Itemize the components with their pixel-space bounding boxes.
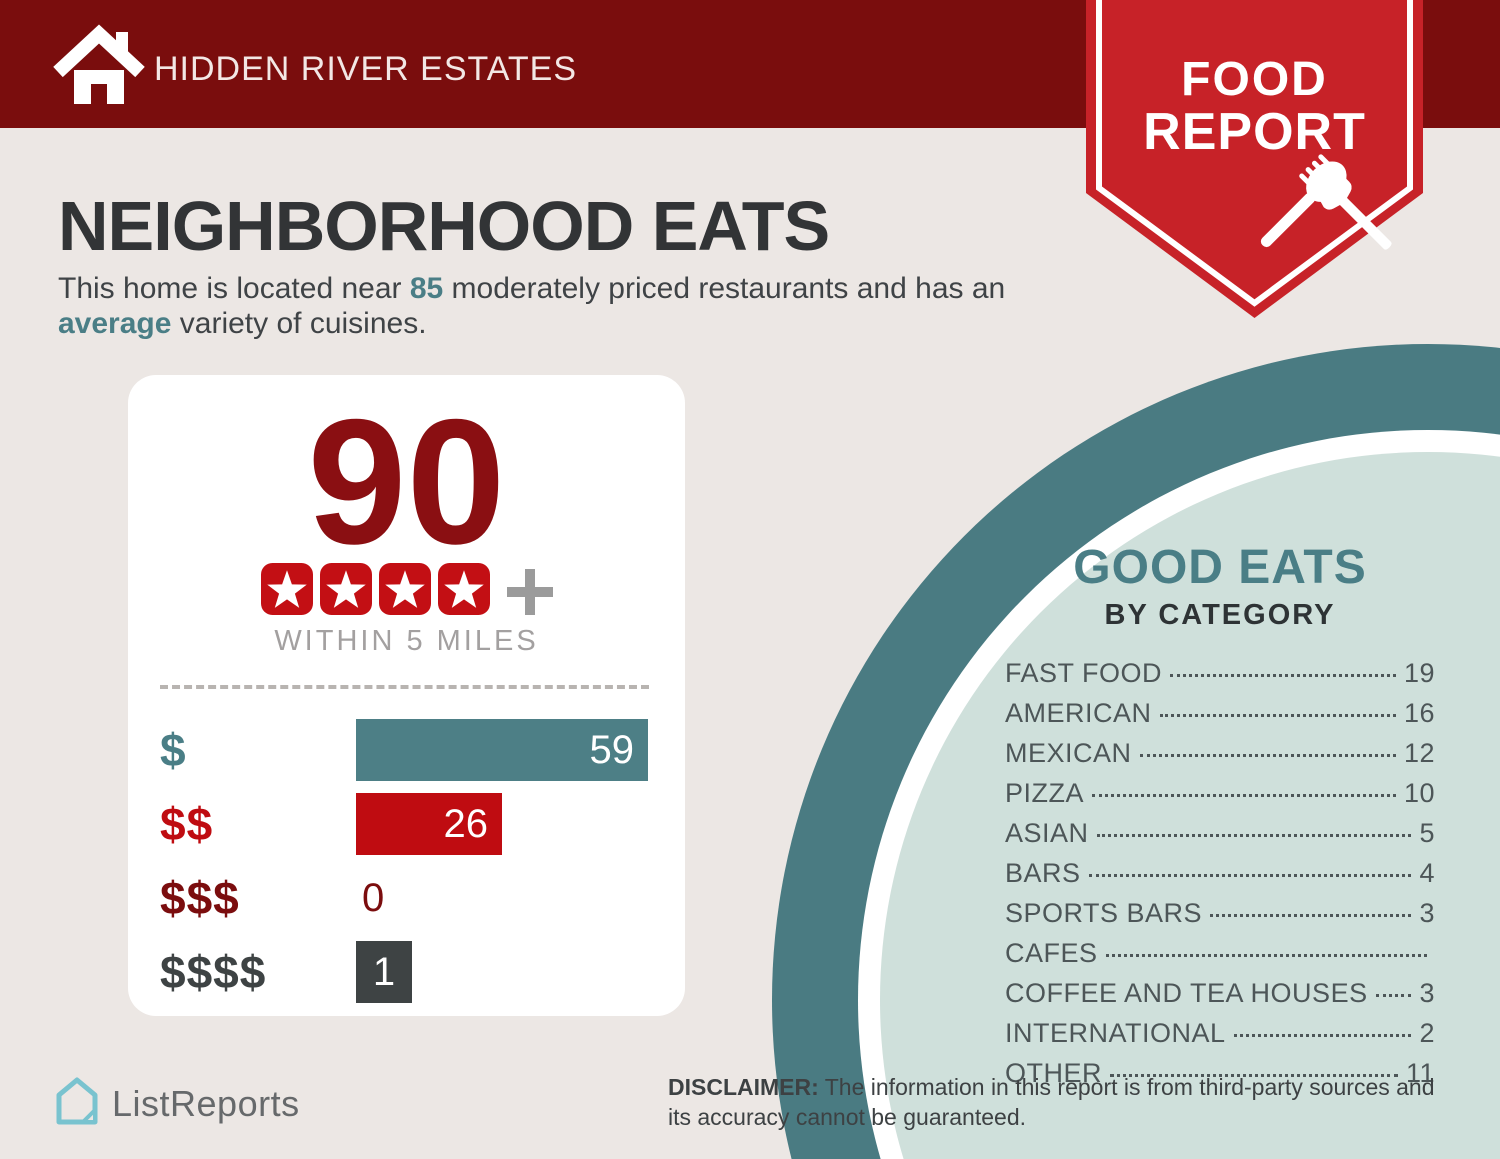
dot-leader — [1170, 674, 1396, 677]
category-label: AMERICAN — [1005, 698, 1152, 728]
category-value: 3 — [1419, 898, 1435, 928]
price-bar-zero: 0 — [356, 867, 384, 929]
variety-highlight: average — [58, 306, 172, 340]
category-list: FAST FOOD 19 AMERICAN 16 MEXICAN 12 PIZZA 10… — [1005, 658, 1435, 1098]
category-row: PIZZA 10 — [1005, 778, 1435, 818]
category-value: 16 — [1403, 698, 1435, 728]
summary-part3: variety of cuisines. — [171, 306, 427, 340]
category-label: CAFES — [1005, 938, 1098, 968]
category-label: FAST FOOD — [1005, 658, 1163, 688]
category-value: 19 — [1403, 658, 1435, 688]
price-tier-label: $ — [160, 724, 187, 776]
category-row: SPORTS BARS 3 — [1005, 898, 1435, 938]
category-value: 11 — [1405, 1058, 1435, 1088]
price-bar: 1 — [356, 941, 412, 1003]
bar-value: 1 — [372, 949, 396, 994]
bar-value: 0 — [362, 875, 385, 920]
price-row-1: $ 59 — [160, 719, 653, 781]
category-value: 4 — [1419, 858, 1435, 888]
good-eats-panel: GOOD EATS BY CATEGORY FAST FOOD 19 AMERIC… — [1005, 540, 1435, 1098]
star-icon — [437, 563, 490, 620]
star-icon — [260, 563, 313, 620]
category-row: OTHER 11 — [1005, 1058, 1435, 1098]
summary-text: This home is located near 85 moderately … — [58, 272, 1058, 341]
price-tier-label: $$$$ — [160, 946, 267, 998]
dot-leader — [1210, 914, 1412, 917]
category-label: ASIAN — [1005, 818, 1089, 848]
radius-label: WITHIN 5 MILES — [274, 625, 539, 657]
good-eats-title: GOOD EATS — [1073, 541, 1367, 594]
price-row-3: $$$ 0 — [160, 867, 653, 929]
score-card: 90 WITHIN 5 MILES $ 59 $$ 26 $$$ 0 — [128, 375, 685, 1016]
category-row: COFFEE AND TEA HOUSES 3 — [1005, 978, 1435, 1018]
star-rating — [128, 563, 685, 620]
price-row-2: $$ 26 — [160, 793, 653, 855]
plus-icon — [506, 568, 553, 615]
food-report-badge: FOOD REPORT — [1086, 0, 1423, 318]
category-label: COFFEE AND TEA HOUSES — [1005, 978, 1368, 1008]
property-name: HIDDEN RIVER ESTATES — [154, 50, 578, 88]
price-tier-label: $$$ — [160, 872, 240, 924]
price-row-4: $$$$ 1 — [160, 941, 653, 1003]
price-tier-bar-chart: $ 59 $$ 26 $$$ 0 $$$$ 1 — [160, 719, 653, 1015]
bar-value: 59 — [589, 727, 635, 772]
category-label: PIZZA — [1005, 778, 1085, 808]
dot-leader — [1088, 874, 1412, 877]
category-value: 3 — [1419, 978, 1435, 1008]
good-eats-subtitle: BY CATEGORY — [1104, 599, 1336, 631]
score-value: 90 — [307, 382, 506, 581]
dot-leader — [1105, 954, 1427, 957]
dot-leader — [1139, 754, 1396, 757]
bar-value: 26 — [443, 801, 489, 846]
disclaimer-body: The information in this report is from t… — [668, 1074, 1435, 1131]
house-icon — [50, 24, 148, 113]
dashed-divider — [160, 685, 649, 689]
category-row: CAFES — [1005, 938, 1435, 978]
category-row: AMERICAN 16 — [1005, 698, 1435, 738]
listreports-wordmark: ListReports — [112, 1082, 300, 1124]
disclaimer-text: DISCLAIMER: The information in this repo… — [668, 1072, 1443, 1133]
category-row: BARS 4 — [1005, 858, 1435, 898]
badge-title-line2: REPORT — [1143, 103, 1366, 161]
category-row: ASIAN 5 — [1005, 818, 1435, 858]
badge-title-line1: FOOD — [1181, 53, 1328, 106]
category-value: 10 — [1403, 778, 1435, 808]
dot-leader — [1092, 794, 1396, 797]
dot-leader — [1096, 834, 1412, 837]
price-bar: 26 — [356, 793, 502, 855]
category-row: MEXICAN 12 — [1005, 738, 1435, 778]
listreports-icon — [54, 1076, 100, 1131]
category-value: 5 — [1419, 818, 1435, 848]
page-title: NEIGHBORHOOD EATS — [58, 187, 830, 265]
star-icon — [319, 563, 372, 620]
disclaimer-label: DISCLAIMER: — [668, 1074, 819, 1100]
star-icon — [378, 563, 431, 620]
dot-leader — [1159, 714, 1396, 717]
category-label: MEXICAN — [1005, 738, 1132, 768]
category-label: OTHER — [1005, 1058, 1102, 1088]
restaurant-count: 85 — [409, 272, 444, 305]
price-tier-label: $$ — [160, 798, 214, 850]
dot-leader — [1233, 1034, 1412, 1037]
category-value: 12 — [1403, 738, 1435, 768]
category-label: INTERNATIONAL — [1005, 1018, 1226, 1048]
listreports-logo: ListReports — [54, 1076, 300, 1131]
summary-part1: This home is located near — [58, 272, 410, 305]
dot-leader — [1110, 1074, 1398, 1077]
category-value: 2 — [1419, 1018, 1435, 1048]
category-row: FAST FOOD 19 — [1005, 658, 1435, 698]
dot-leader — [1375, 994, 1412, 997]
category-label: BARS — [1005, 858, 1081, 888]
price-bar: 59 — [356, 719, 648, 781]
summary-part2: moderately priced restaurants and has an — [443, 272, 1006, 305]
category-label: SPORTS BARS — [1005, 898, 1203, 928]
category-row: INTERNATIONAL 2 — [1005, 1018, 1435, 1058]
